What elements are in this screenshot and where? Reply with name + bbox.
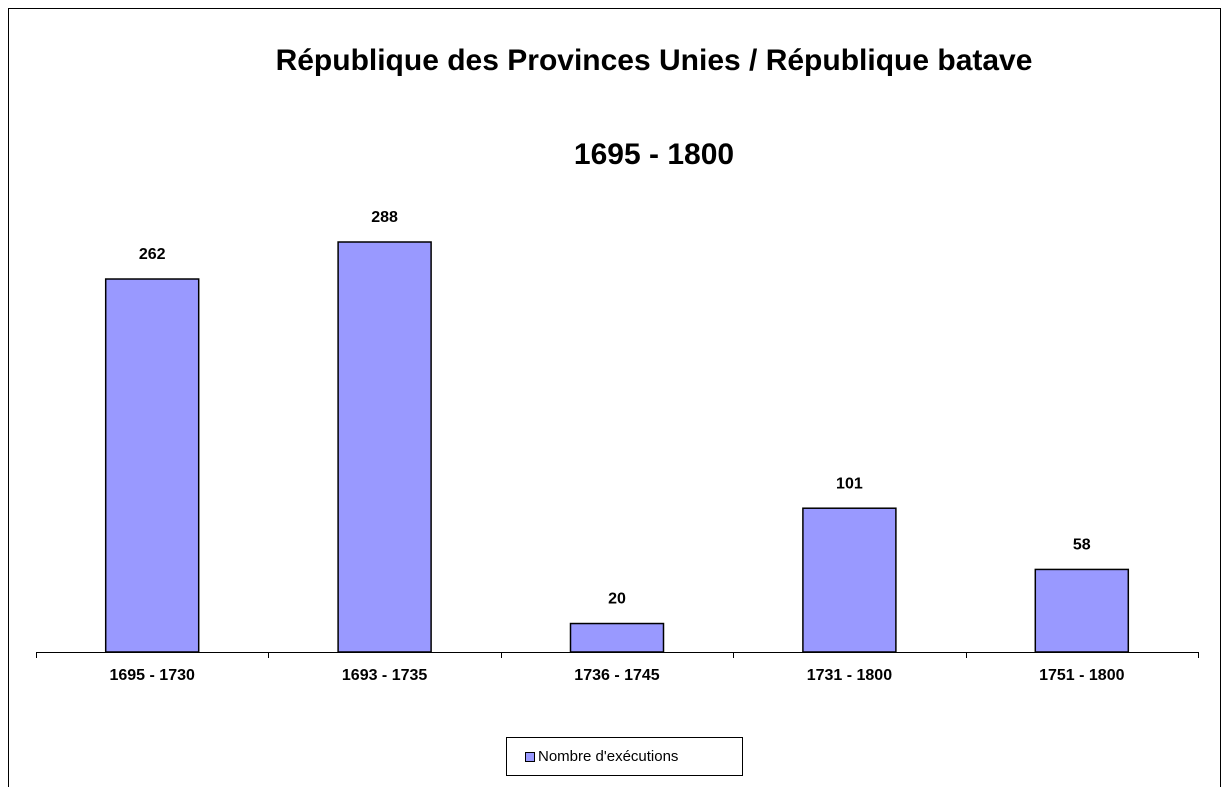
value-label: 288 bbox=[371, 209, 398, 226]
legend-box bbox=[506, 737, 743, 776]
legend-label: Nombre d'exécutions bbox=[538, 748, 678, 765]
bar bbox=[104, 278, 200, 653]
bar bbox=[1034, 568, 1130, 653]
bar bbox=[569, 622, 665, 653]
value-label: 20 bbox=[608, 591, 626, 608]
x-tick-label: 1736 - 1745 bbox=[574, 667, 660, 684]
chart-title: République des Provinces Unies / Républi… bbox=[276, 44, 1033, 77]
value-label: 101 bbox=[836, 475, 863, 492]
value-label: 262 bbox=[139, 246, 166, 263]
x-tick-label: 1751 - 1800 bbox=[1039, 667, 1125, 684]
x-tick-label: 1731 - 1800 bbox=[807, 667, 893, 684]
legend-swatch bbox=[525, 752, 535, 762]
bar bbox=[337, 241, 432, 653]
value-label: 58 bbox=[1073, 537, 1091, 554]
x-tick-label: 1695 - 1730 bbox=[109, 667, 195, 684]
chart-subtitle: 1695 - 1800 bbox=[574, 138, 734, 171]
x-tick-label: 1693 - 1735 bbox=[342, 667, 428, 684]
bar bbox=[802, 507, 897, 653]
